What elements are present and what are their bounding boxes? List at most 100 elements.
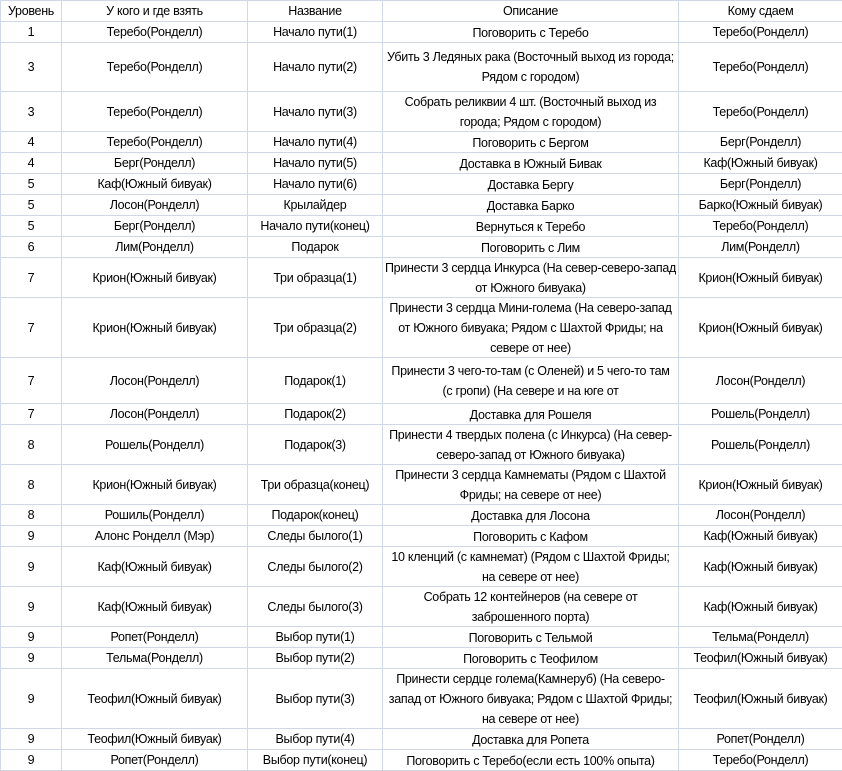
cell-turnin[interactable]: Теребо(Ронделл): [679, 22, 842, 43]
cell-level[interactable]: 9: [1, 587, 62, 627]
cell-turnin[interactable]: Теребо(Ронделл): [679, 43, 842, 92]
cell-giver[interactable]: Лосон(Ронделл): [62, 358, 248, 404]
cell-name[interactable]: Подарок(конец): [248, 505, 383, 526]
cell-name[interactable]: Начало пути(1): [248, 22, 383, 43]
cell-description[interactable]: Поговорить с Бергом: [383, 132, 679, 153]
cell-name[interactable]: Начало пути(конец): [248, 216, 383, 237]
cell-turnin[interactable]: Рошель(Ронделл): [679, 425, 842, 465]
cell-description[interactable]: Поговорить с Тельмой: [383, 627, 679, 648]
cell-level[interactable]: 6: [1, 237, 62, 258]
cell-level[interactable]: 8: [1, 465, 62, 505]
cell-level[interactable]: 9: [1, 729, 62, 750]
cell-level[interactable]: 7: [1, 404, 62, 425]
cell-giver[interactable]: Тельма(Ронделл): [62, 648, 248, 669]
cell-name[interactable]: Следы былого(1): [248, 526, 383, 547]
header-turnin[interactable]: Кому сдаем: [679, 1, 842, 22]
cell-turnin[interactable]: Каф(Южный бивуак): [679, 547, 842, 587]
cell-turnin[interactable]: Берг(Ронделл): [679, 174, 842, 195]
header-name[interactable]: Название: [248, 1, 383, 22]
cell-description[interactable]: Поговорить с Кафом: [383, 526, 679, 547]
cell-giver[interactable]: Каф(Южный бивуак): [62, 587, 248, 627]
cell-giver[interactable]: Крион(Южный бивуак): [62, 465, 248, 505]
cell-level[interactable]: 9: [1, 547, 62, 587]
cell-name[interactable]: Три образца(1): [248, 258, 383, 298]
cell-level[interactable]: 5: [1, 216, 62, 237]
cell-description[interactable]: Собрать 12 контейнеров (на севере от заб…: [383, 587, 679, 627]
cell-name[interactable]: Начало пути(5): [248, 153, 383, 174]
cell-turnin[interactable]: Рошель(Ронделл): [679, 404, 842, 425]
cell-turnin[interactable]: Тельма(Ронделл): [679, 627, 842, 648]
cell-turnin[interactable]: Ропет(Ронделл): [679, 729, 842, 750]
cell-turnin[interactable]: Берг(Ронделл): [679, 132, 842, 153]
cell-turnin[interactable]: Теофил(Южный бивуак): [679, 669, 842, 729]
cell-giver[interactable]: Каф(Южный бивуак): [62, 174, 248, 195]
cell-level[interactable]: 4: [1, 132, 62, 153]
header-level[interactable]: Уровень: [1, 1, 62, 22]
cell-level[interactable]: 7: [1, 358, 62, 404]
cell-level[interactable]: 4: [1, 153, 62, 174]
cell-description[interactable]: Принести 3 сердца Камнематы (Рядом с Шах…: [383, 465, 679, 505]
cell-turnin[interactable]: Лосон(Ронделл): [679, 358, 842, 404]
cell-turnin[interactable]: Теребо(Ронделл): [679, 216, 842, 237]
header-giver[interactable]: У кого и где взять: [62, 1, 248, 22]
cell-level[interactable]: 5: [1, 174, 62, 195]
cell-name[interactable]: Выбор пути(4): [248, 729, 383, 750]
cell-giver[interactable]: Ропет(Ронделл): [62, 627, 248, 648]
cell-turnin[interactable]: Каф(Южный бивуак): [679, 153, 842, 174]
cell-level[interactable]: 9: [1, 627, 62, 648]
cell-level[interactable]: 8: [1, 505, 62, 526]
cell-description[interactable]: Собрать реликвии 4 шт. (Восточный выход …: [383, 92, 679, 132]
cell-giver[interactable]: Теребо(Ронделл): [62, 22, 248, 43]
cell-name[interactable]: Начало пути(4): [248, 132, 383, 153]
cell-description[interactable]: Принести сердце голема(Камнеруб) (На сев…: [383, 669, 679, 729]
cell-description[interactable]: Убить 3 Ледяных рака (Восточный выход из…: [383, 43, 679, 92]
cell-description[interactable]: Вернуться к Теребо: [383, 216, 679, 237]
cell-turnin[interactable]: Лим(Ронделл): [679, 237, 842, 258]
cell-level[interactable]: 1: [1, 22, 62, 43]
cell-turnin[interactable]: Крион(Южный бивуак): [679, 298, 842, 358]
cell-turnin[interactable]: Крион(Южный бивуак): [679, 258, 842, 298]
cell-description[interactable]: Принести 3 сердца Инкурса (На север-севе…: [383, 258, 679, 298]
cell-giver[interactable]: Крион(Южный бивуак): [62, 258, 248, 298]
cell-description[interactable]: Доставка для Рошеля: [383, 404, 679, 425]
cell-level[interactable]: 9: [1, 526, 62, 547]
cell-name[interactable]: Следы былого(2): [248, 547, 383, 587]
cell-description[interactable]: Поговорить с Лим: [383, 237, 679, 258]
cell-giver[interactable]: Теофил(Южный бивуак): [62, 729, 248, 750]
cell-name[interactable]: Выбор пути(3): [248, 669, 383, 729]
cell-name[interactable]: Три образца(конец): [248, 465, 383, 505]
cell-name[interactable]: Подарок(1): [248, 358, 383, 404]
cell-level[interactable]: 9: [1, 669, 62, 729]
cell-giver[interactable]: Теофил(Южный бивуак): [62, 669, 248, 729]
cell-turnin[interactable]: Каф(Южный бивуак): [679, 587, 842, 627]
cell-name[interactable]: Три образца(2): [248, 298, 383, 358]
cell-giver[interactable]: Рошиль(Ронделл): [62, 505, 248, 526]
cell-giver[interactable]: Берг(Ронделл): [62, 216, 248, 237]
cell-level[interactable]: 5: [1, 195, 62, 216]
cell-giver[interactable]: Рошель(Ронделл): [62, 425, 248, 465]
cell-description[interactable]: Принести 3 сердца Мини-голема (На северо…: [383, 298, 679, 358]
cell-giver[interactable]: Лим(Ронделл): [62, 237, 248, 258]
cell-level[interactable]: 7: [1, 258, 62, 298]
cell-giver[interactable]: Лосон(Ронделл): [62, 195, 248, 216]
cell-giver[interactable]: Крион(Южный бивуак): [62, 298, 248, 358]
cell-description[interactable]: Поговорить с Теофилом: [383, 648, 679, 669]
cell-name[interactable]: Крылайдер: [248, 195, 383, 216]
cell-giver[interactable]: Каф(Южный бивуак): [62, 547, 248, 587]
cell-description[interactable]: Доставка для Лосона: [383, 505, 679, 526]
cell-description[interactable]: Принести 3 чего-то-там (с Оленей) и 5 че…: [383, 358, 679, 404]
cell-giver[interactable]: Теребо(Ронделл): [62, 132, 248, 153]
cell-name[interactable]: Подарок: [248, 237, 383, 258]
cell-turnin[interactable]: Барко(Южный бивуак): [679, 195, 842, 216]
cell-description[interactable]: Поговорить с Теребо: [383, 22, 679, 43]
cell-level[interactable]: 9: [1, 648, 62, 669]
cell-giver[interactable]: Алонс Ронделл (Мэр): [62, 526, 248, 547]
cell-turnin[interactable]: Теофил(Южный бивуак): [679, 648, 842, 669]
cell-turnin[interactable]: Лосон(Ронделл): [679, 505, 842, 526]
cell-level[interactable]: 7: [1, 298, 62, 358]
cell-description[interactable]: Доставка Бергу: [383, 174, 679, 195]
cell-giver[interactable]: Берг(Ронделл): [62, 153, 248, 174]
cell-name[interactable]: Подарок(2): [248, 404, 383, 425]
cell-name[interactable]: Начало пути(2): [248, 43, 383, 92]
cell-name[interactable]: Выбор пути(2): [248, 648, 383, 669]
